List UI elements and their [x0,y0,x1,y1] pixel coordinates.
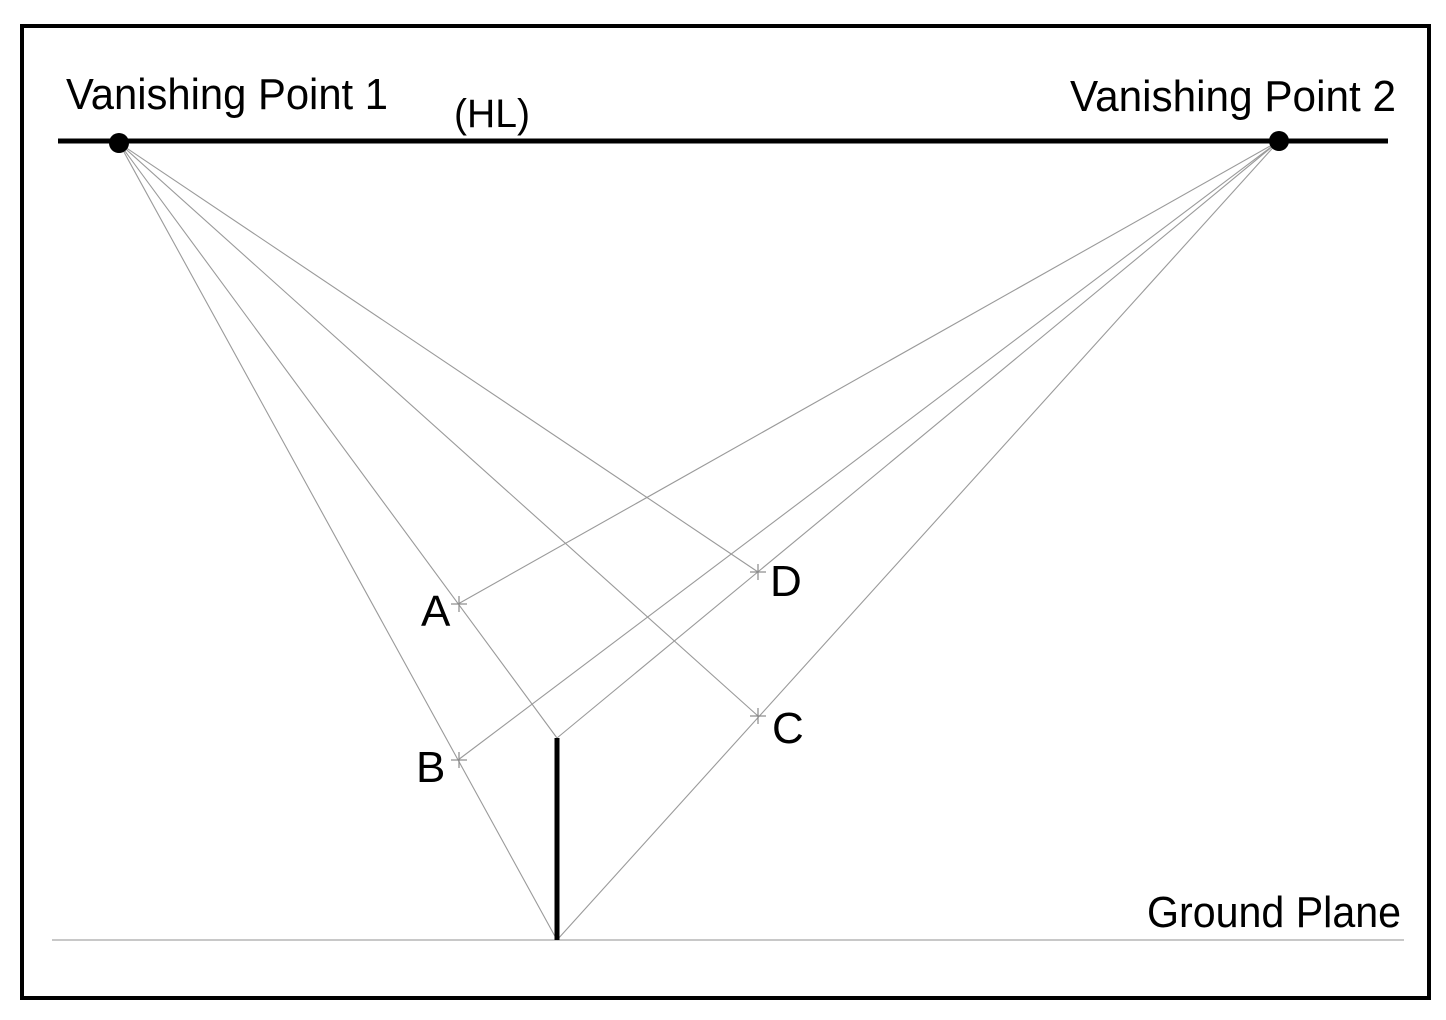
vp1-line-to-d [118,142,759,573]
vp2-line-to-a [457,140,1280,605]
point-a-label: A [421,587,451,636]
ground-plane-label: Ground Plane [1147,888,1401,937]
vp1-line-to-top [118,142,558,739]
point-b-label: B [416,743,445,792]
vanishing-point-2-label: Vanishing Point 2 [1070,72,1396,121]
marker-a [451,596,467,612]
vp1-construction-lines [118,142,759,941]
marker-b [451,752,467,768]
vanishing-point-2-dot [1269,131,1289,151]
vp2-construction-lines [457,140,1280,941]
vanishing-point-1-dot [109,133,129,153]
vp1-line-to-ground [118,142,558,941]
vp2-line-to-b [457,140,1280,761]
marker-c [750,708,766,724]
vp2-line-to-top [556,140,1280,739]
frame-border [20,24,1431,1000]
vanishing-point-1-label: Vanishing Point 1 [66,70,388,119]
vp1-line-to-c [118,142,759,717]
horizon-line-label: (HL) [454,92,530,136]
point-markers [451,564,766,768]
vp2-line-to-ground [556,140,1280,941]
point-c-label: C [772,704,804,753]
point-d-label: D [770,557,802,606]
marker-d [750,564,766,580]
